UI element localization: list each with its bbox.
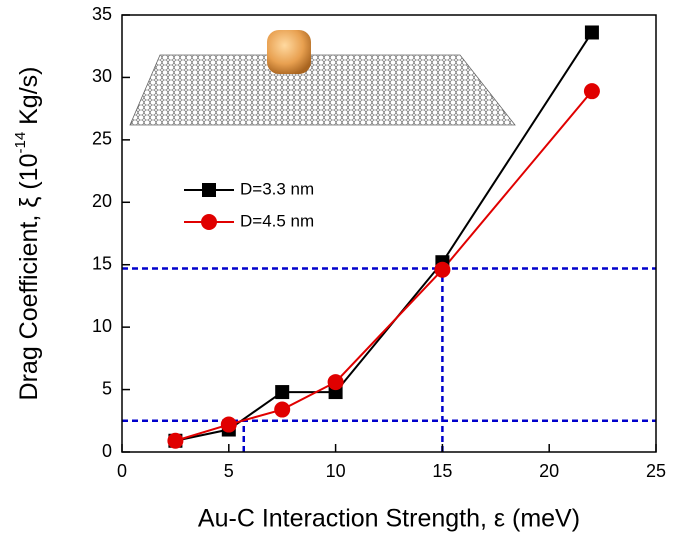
series-line — [175, 31, 593, 442]
x-tick-label: 25 — [646, 461, 666, 481]
data-point — [327, 374, 344, 391]
y-tick-label: 20 — [92, 191, 112, 211]
y-tick-label: 25 — [92, 129, 112, 149]
x-axis-label: Au-C Interaction Strength, ε (meV) — [198, 505, 580, 533]
x-tick-label: 20 — [539, 461, 559, 481]
y-axis-label-part: Drag Coefficient, ξ (10 — [15, 154, 43, 401]
inset-image — [129, 30, 516, 126]
series-line — [175, 90, 593, 442]
data-point — [434, 261, 451, 278]
y-tick-label: 5 — [102, 378, 112, 398]
legend-label: D=3.3 nm — [240, 179, 314, 198]
data-point — [275, 385, 290, 400]
data-point — [167, 432, 184, 449]
legend-marker — [201, 214, 217, 230]
legend-marker — [202, 183, 216, 197]
y-axis-label: Drag Coefficient, ξ (10-14 Kg/s) — [12, 67, 42, 401]
x-tick-label: 5 — [224, 461, 234, 481]
data-point — [220, 416, 237, 433]
y-tick-label: 15 — [92, 253, 112, 273]
data-point — [274, 401, 291, 418]
plot-frame — [121, 14, 657, 453]
x-tick-label: 15 — [432, 461, 452, 481]
y-tick-label: 0 — [102, 441, 112, 461]
y-axis-label-part: Kg/s) — [15, 67, 43, 132]
x-tick-label: 0 — [117, 461, 127, 481]
y-tick-label: 10 — [92, 316, 112, 336]
data-point — [583, 83, 600, 100]
data-point — [584, 25, 599, 40]
x-tick-label: 10 — [326, 461, 346, 481]
y-tick-label: 35 — [92, 4, 112, 24]
y-axis-label-part: -14 — [12, 132, 29, 154]
y-tick-label: 30 — [92, 66, 112, 86]
legend-label: D=4.5 nm — [240, 211, 314, 230]
